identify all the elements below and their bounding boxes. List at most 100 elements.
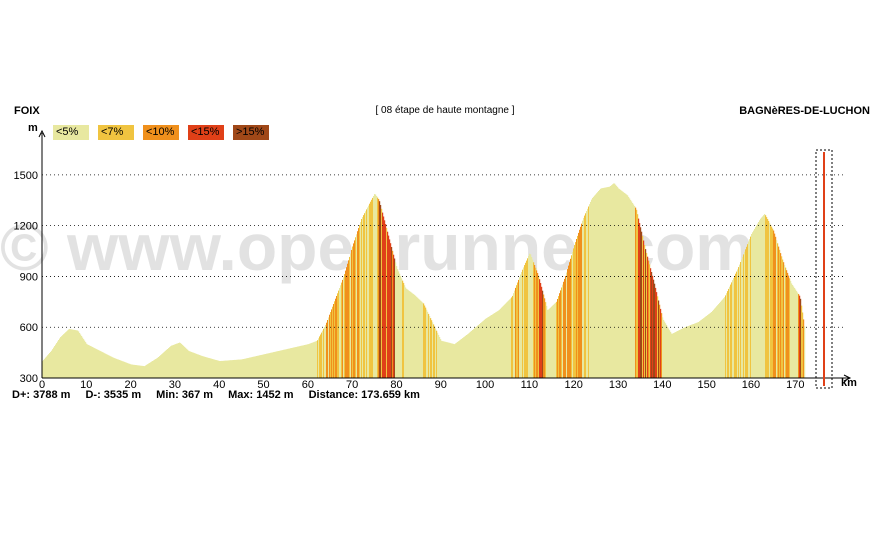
elevation-strip (511, 297, 513, 378)
elevation-strip (226, 360, 228, 378)
elevation-strip (200, 355, 202, 378)
elevation-strip (218, 360, 220, 378)
elevation-strip (521, 272, 523, 378)
elevation-strip (676, 331, 678, 378)
elevation-strip (297, 346, 299, 378)
elevation-strip (679, 330, 681, 378)
elevation-strip (654, 283, 656, 378)
elevation-strip (256, 356, 258, 378)
legend-item-lt10: <10% (143, 125, 179, 140)
elevation-strip (436, 330, 438, 378)
elevation-strip (519, 277, 521, 378)
elevation-strip (206, 357, 208, 378)
elevation-strip (636, 209, 638, 378)
elevation-strip (787, 272, 789, 378)
elevation-strip (623, 192, 625, 378)
x-tick-label: 90 (435, 379, 447, 391)
elevation-strip (598, 191, 600, 378)
elevation-strip (526, 260, 528, 378)
scroll-handle[interactable] (815, 149, 833, 389)
elevation-strip (667, 326, 669, 378)
elevation-strip (616, 185, 618, 378)
elevation-strip (573, 248, 575, 378)
elevation-strip (235, 359, 237, 378)
elevation-strip (514, 290, 516, 378)
elevation-strip (101, 351, 103, 378)
elevation-strip (367, 207, 369, 378)
elevation-strip (561, 287, 563, 378)
elevation-strip (302, 345, 304, 378)
elevation-strip (371, 199, 373, 378)
elevation-strip (661, 313, 663, 378)
elevation-strip (612, 184, 614, 378)
elevation-strip (190, 351, 192, 378)
elevation-strip (321, 332, 323, 378)
elevation-area (42, 183, 806, 378)
elevation-strip (319, 336, 321, 378)
elevation-strip (597, 192, 599, 378)
elevation-strip (726, 293, 728, 378)
elevation-strip (375, 194, 377, 378)
legend-item-lt5: <5% (53, 125, 89, 140)
elevation-strip (251, 357, 253, 378)
elevation-strip (201, 355, 203, 378)
elevation-strip (241, 359, 243, 378)
elevation-strip (798, 294, 800, 378)
elevation-strip (457, 341, 459, 378)
elevation-strip (199, 355, 201, 378)
elevation-strip (800, 298, 802, 378)
elevation-strip (797, 292, 799, 378)
x-tick-label: 120 (565, 379, 583, 391)
elevation-strip (252, 356, 254, 378)
elevation-strip (416, 296, 418, 378)
elevation-strip (403, 282, 405, 378)
elevation-strip (760, 218, 762, 378)
elevation-strip (392, 250, 394, 378)
elevation-strip (432, 322, 434, 378)
elevation-strip (247, 358, 249, 378)
x-tick-label: 140 (653, 379, 671, 391)
elevation-strip (642, 236, 644, 378)
elevation-strip (347, 263, 349, 378)
legend-item-gt15: >15% (233, 125, 269, 140)
elevation-strip (364, 213, 366, 378)
elevation-strip (65, 332, 67, 378)
elevation-strip (233, 360, 235, 378)
elevation-strip (74, 329, 76, 378)
elevation-strip (520, 274, 522, 378)
elevation-strip (138, 365, 140, 378)
elevation-strip (334, 301, 336, 378)
elevation-strip (688, 325, 690, 378)
elevation-strip (747, 244, 749, 378)
elevation-strip (111, 356, 113, 378)
elevation-strip (484, 319, 486, 378)
elevation-strip (754, 228, 756, 378)
elevation-strip (745, 249, 747, 378)
elevation-strip (139, 365, 141, 378)
elevation-strip (159, 356, 161, 378)
elevation-strip (389, 239, 391, 378)
elevation-strip (657, 296, 659, 378)
elevation-strip (89, 345, 91, 378)
elevation-strip (248, 357, 250, 378)
elevation-strip (157, 357, 159, 378)
elevation-strip (506, 302, 508, 378)
elevation-strip (160, 355, 162, 378)
elevation-strip (149, 362, 151, 378)
elevation-strip (611, 185, 613, 378)
elevation-strip (456, 342, 458, 378)
elevation-strip (757, 223, 759, 378)
elevation-strip (349, 256, 351, 378)
elevation-strip (789, 278, 791, 378)
elevation-strip (653, 279, 655, 378)
elevation-strip (438, 334, 440, 378)
elevation-strip (796, 291, 798, 378)
elevation-strip (435, 328, 437, 378)
elevation-strip (477, 325, 479, 378)
elevation-strip (429, 316, 431, 378)
elevation-strip (577, 235, 579, 378)
elevation-strip (55, 344, 57, 378)
elevation-strip (397, 269, 399, 378)
elevation-strip (388, 235, 390, 378)
elevation-strip (380, 205, 382, 378)
